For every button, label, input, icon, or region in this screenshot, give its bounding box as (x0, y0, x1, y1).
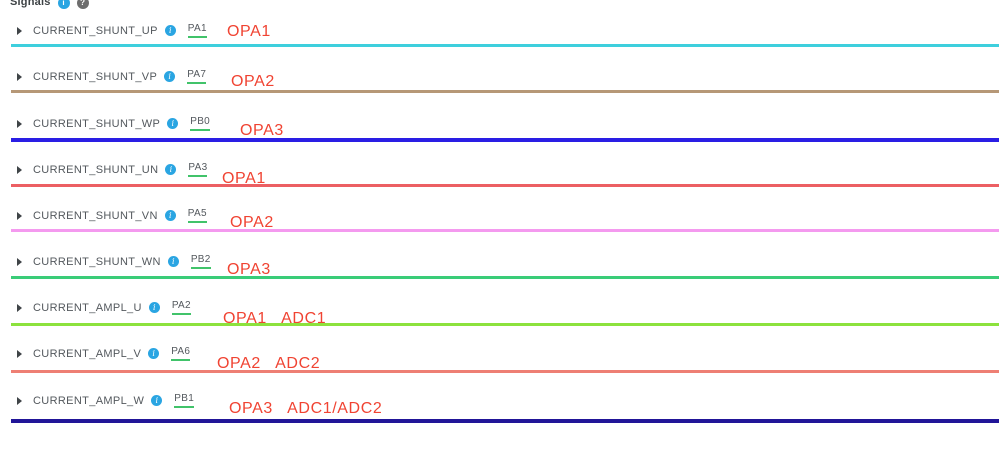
signal-trace-line (11, 229, 999, 232)
signal-trace-line (11, 323, 999, 326)
pin-link[interactable]: PA5 (187, 208, 207, 223)
annotation-text: OPA3 (240, 122, 284, 139)
pin-link[interactable]: PA7 (187, 69, 207, 84)
expand-arrow-icon[interactable] (17, 303, 22, 312)
signal-trace-line (11, 276, 999, 279)
signal-trace-line (11, 184, 999, 187)
pin-link[interactable]: PA3 (188, 162, 208, 177)
expand-arrow-icon[interactable] (17, 257, 22, 266)
annotation-text: OPA1 (222, 170, 266, 187)
expand-arrow-icon[interactable] (17, 211, 22, 220)
expand-arrow-icon[interactable] (17, 72, 22, 81)
info-icon[interactable]: i (165, 164, 177, 175)
signal-row-current-ampl-u: CURRENT_AMPL_U i PA2 OPA1 ADC1 (0, 300, 999, 331)
help-icon[interactable]: ? (76, 0, 89, 9)
signal-trace-line (11, 138, 999, 142)
signal-row-current-shunt-wp: CURRENT_SHUNT_WP i PB0 OPA3 (0, 116, 999, 147)
expand-arrow-icon[interactable] (17, 26, 22, 35)
signal-row-current-shunt-wn: CURRENT_SHUNT_WN i PB2 OPA3 (0, 254, 999, 285)
signal-name: CURRENT_SHUNT_UN (33, 163, 159, 176)
annotation-text: OPA3 (227, 261, 271, 278)
signals-title: Signals (10, 0, 51, 8)
signal-name: CURRENT_AMPL_U (33, 301, 142, 314)
signal-trace-line (11, 90, 999, 93)
signal-name: CURRENT_SHUNT_WN (33, 255, 161, 268)
info-icon[interactable]: i (57, 0, 70, 9)
signal-row-head: CURRENT_SHUNT_WP i PB0 (17, 116, 211, 131)
pin-link[interactable]: PB1 (174, 393, 195, 408)
info-icon[interactable]: i (151, 395, 163, 406)
signal-name: CURRENT_AMPL_W (33, 394, 145, 407)
signal-row-current-shunt-vp: CURRENT_SHUNT_VP i PA7 OPA2 (0, 69, 999, 100)
signal-name: CURRENT_AMPL_V (33, 347, 142, 360)
info-icon[interactable]: i (167, 256, 179, 267)
signal-row-current-shunt-vn: CURRENT_SHUNT_VN i PA5 OPA2 (0, 208, 999, 239)
annotation-text: OPA2 (230, 214, 274, 231)
signal-row-current-shunt-un: CURRENT_SHUNT_UN i PA3 OPA1 (0, 162, 999, 193)
info-icon[interactable]: i (164, 71, 176, 82)
annotation-text: OPA2 (231, 73, 275, 90)
signal-row-head: CURRENT_AMPL_V i PA6 (17, 346, 191, 361)
signal-trace-line (11, 370, 999, 373)
info-icon[interactable]: i (164, 210, 176, 221)
info-icon[interactable]: i (164, 25, 176, 36)
signal-trace-line (11, 419, 999, 423)
info-icon[interactable]: i (148, 348, 160, 359)
signal-row-current-ampl-w: CURRENT_AMPL_W i PB1 OPA3 ADC1/ADC2 (0, 393, 999, 424)
signal-name: CURRENT_SHUNT_VN (33, 209, 158, 222)
expand-arrow-icon[interactable] (17, 165, 22, 174)
signal-trace-line (11, 44, 999, 47)
signal-row-head: CURRENT_AMPL_U i PA2 (17, 300, 191, 315)
annotation-text: OPA1 (227, 23, 271, 40)
signal-row-current-ampl-v: CURRENT_AMPL_V i PA6 OPA2 ADC2 (0, 346, 999, 377)
expand-arrow-icon[interactable] (17, 349, 22, 358)
pin-link[interactable]: PA2 (171, 300, 191, 315)
signal-row-head: CURRENT_SHUNT_UN i PA3 (17, 162, 208, 177)
signal-row-head: CURRENT_AMPL_W i PB1 (17, 393, 195, 408)
annotation-text: OPA1 ADC1 (223, 310, 327, 327)
info-icon[interactable]: i (167, 118, 179, 129)
pin-link[interactable]: PB2 (190, 254, 211, 269)
signal-row-head: CURRENT_SHUNT_VN i PA5 (17, 208, 207, 223)
signal-row-head: CURRENT_SHUNT_VP i PA7 (17, 69, 207, 84)
signal-row-head: CURRENT_SHUNT_UP i PA1 (17, 23, 207, 38)
expand-arrow-icon[interactable] (17, 119, 22, 128)
expand-arrow-icon[interactable] (17, 396, 22, 405)
signal-row-current-shunt-up: CURRENT_SHUNT_UP i PA1 OPA1 (0, 23, 999, 54)
signal-row-head: CURRENT_SHUNT_WN i PB2 (17, 254, 211, 269)
signal-name: CURRENT_SHUNT_WP (33, 117, 161, 130)
annotation-text: OPA2 ADC2 (217, 355, 321, 372)
pin-link[interactable]: PB0 (190, 116, 211, 131)
info-icon[interactable]: i (148, 302, 160, 313)
signal-name: CURRENT_SHUNT_UP (33, 24, 158, 37)
pin-link[interactable]: PA6 (171, 346, 191, 361)
signal-name: CURRENT_SHUNT_VP (33, 70, 158, 83)
pin-link[interactable]: PA1 (187, 23, 207, 38)
annotation-text: OPA3 ADC1/ADC2 (229, 400, 383, 417)
signals-header: Signals i ? (10, 0, 89, 9)
